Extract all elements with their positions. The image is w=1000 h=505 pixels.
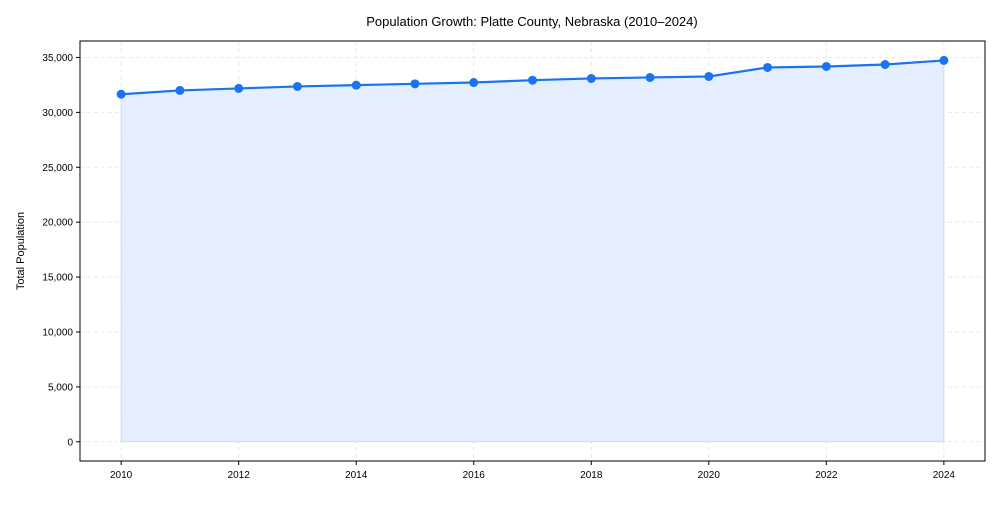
x-tick-label: 2012 [228, 470, 251, 481]
data-point [704, 71, 714, 81]
y-tick-label: 10,000 [42, 327, 73, 338]
data-point [880, 59, 890, 69]
data-point [763, 62, 773, 72]
data-point [292, 81, 302, 91]
y-tick-label: 20,000 [42, 218, 73, 229]
series [116, 55, 949, 443]
chart-title: Population Growth: Platte County, Nebras… [366, 14, 697, 29]
y-axis-label: Total Population [15, 212, 27, 290]
x-tick-label: 2018 [580, 470, 603, 481]
data-point [528, 75, 537, 85]
y-tick-label: 30,000 [42, 108, 73, 119]
data-point [410, 79, 420, 89]
data-point [116, 89, 126, 99]
x-tick-label: 2010 [110, 470, 133, 481]
data-point [645, 72, 655, 82]
data-point [939, 55, 949, 65]
x-tick-label: 2014 [345, 470, 368, 481]
y-tick-label: 5,000 [48, 382, 73, 393]
y-tick-label: 35,000 [42, 53, 73, 64]
data-point [351, 80, 361, 90]
x-tick-label: 2024 [933, 470, 956, 481]
data-point [821, 61, 831, 71]
plot-frame [79, 40, 986, 462]
data-point [175, 85, 185, 95]
ticks: 2010 2012 2014 2016 2018 2020 2022 2024 0 5,000 10… [42, 53, 955, 481]
area-fill [120, 60, 945, 443]
data-point [469, 78, 479, 88]
y-tick-label: 0 [67, 437, 73, 448]
data-point [234, 83, 244, 93]
x-tick-label: 2022 [815, 470, 838, 481]
y-tick-label: 25,000 [42, 163, 73, 174]
y-tick-label: 15,000 [42, 273, 73, 284]
x-tick-label: 2016 [463, 470, 486, 481]
x-tick-label: 2020 [698, 470, 721, 481]
data-point [586, 73, 596, 83]
